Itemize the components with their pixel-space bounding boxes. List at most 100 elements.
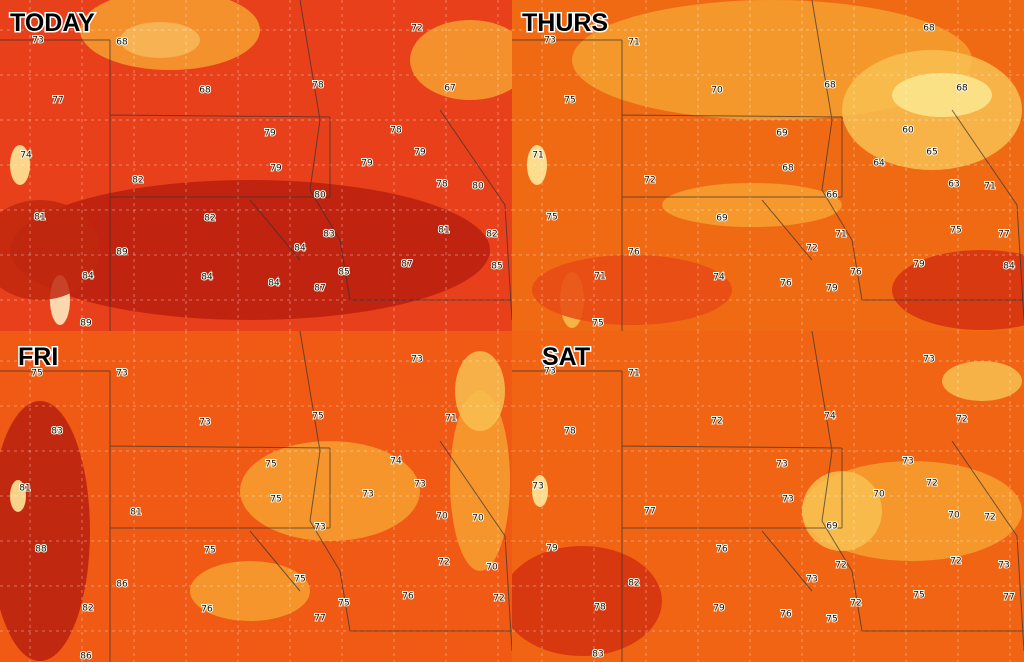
temperature-label: 83 [323,230,334,240]
temp-region [410,20,512,100]
temperature-label: 75 [546,213,557,223]
temp-region [450,391,510,571]
temperature-label: 84 [1003,262,1015,272]
temperature-label: 72 [835,561,846,571]
temperature-label: 73 [998,561,1009,571]
temperature-label: 81 [130,508,141,518]
temperature-label: 72 [438,558,449,568]
temp-region [532,255,732,325]
temperature-label: 79 [913,260,925,270]
temperature-label: 73 [362,490,373,500]
temperature-label: 83 [592,650,603,660]
temperature-label: 68 [956,84,968,94]
temperature-label: 78 [436,180,448,190]
panel-title: THURS [522,9,608,37]
temperature-label: 79 [264,129,276,139]
temperature-label: 82 [132,176,143,186]
temperature-label: 77 [52,96,63,106]
temperature-label: 70 [472,514,484,524]
temperature-label: 73 [32,36,43,46]
temperature-label: 76 [780,279,792,289]
temperature-label: 73 [544,367,555,377]
temp-region [10,145,30,185]
temp-region [455,351,505,431]
state-borders [512,331,1024,662]
state-borders [512,0,1024,331]
temperature-label: 76 [628,248,640,258]
temperature-label: 72 [950,557,961,567]
temperature-label: 76 [402,592,414,602]
temperature-label: 68 [116,38,128,48]
temperature-label: 75 [950,226,961,236]
temperature-label: 71 [532,151,543,161]
temperature-label: 84 [268,279,280,289]
temperature-label: 75 [294,575,305,585]
temperature-label: 69 [716,214,728,224]
map-panel: 75 73 73 73 75 71 83 75 74 81 75 73 73 81 70 70 73 88 75 72… [0,331,512,662]
state-borders [0,331,512,662]
map-panel: 73 71 68 70 68 68 75 69 60 71 68 64 65 72 63 71 66 75 69 71… [512,0,1024,331]
temperature-label: 75 [338,599,349,609]
temperature-label: 71 [628,369,639,379]
panel-title: FRI [18,343,58,371]
temperature-label: 72 [926,479,937,489]
temperature-label: 69 [776,129,788,139]
map-panel: 73 71 73 72 74 72 78 73 73 73 73 70 72 77 70 72 69 79 76 72… [512,331,1024,662]
temperature-label: 77 [314,614,325,624]
temperature-label: 74 [824,412,836,422]
temperature-label: 82 [486,230,497,240]
panel-body [512,331,1024,662]
temperature-label: 79 [826,284,838,294]
temperature-label: 73 [776,460,787,470]
temperature-label: 73 [414,480,425,490]
panel-body [0,0,512,331]
temperature-label: 60 [902,126,914,136]
temp-region [0,200,100,300]
temperature-label: 88 [35,545,47,555]
temperature-label: 71 [628,38,639,48]
temperature-label: 84 [294,244,306,254]
temperature-label: 87 [401,260,412,270]
temperature-label: 73 [544,36,555,46]
temperature-label: 68 [782,164,794,174]
temperature-label: 75 [312,412,323,422]
temperature-label: 87 [314,284,325,294]
temp-region [190,561,310,621]
temperature-label: 73 [782,495,793,505]
temperature-label: 78 [594,603,606,613]
panel-title: SAT [542,343,590,371]
temperature-label: 71 [445,414,456,424]
temperature-label: 79 [361,159,373,169]
temperature-label: 86 [80,652,92,662]
temperature-label: 70 [486,563,498,573]
temp-region [892,250,1024,330]
temperature-label: 75 [265,460,276,470]
temperature-label: 70 [711,86,723,96]
temperature-label: 73 [923,355,934,365]
temperature-label: 68 [199,86,211,96]
temperature-label: 77 [1003,593,1014,603]
temperature-label: 69 [826,522,838,532]
temperature-label: 84 [201,273,213,283]
temperature-label: 72 [806,244,817,254]
temperature-label: 71 [594,272,605,282]
panel-title: TODAY [10,9,95,37]
temperature-label: 73 [806,575,817,585]
temp-region [10,180,490,320]
temperature-label: 71 [984,182,995,192]
temperature-label: 66 [826,191,838,201]
temperature-label: 78 [312,81,324,91]
temperature-label: 83 [51,427,62,437]
temperature-label: 73 [532,482,543,492]
temperature-label: 79 [713,604,725,614]
temperature-label: 75 [564,96,575,106]
temperature-label: 82 [628,579,639,589]
temperature-label: 89 [116,248,128,258]
temperature-label: 73 [314,523,325,533]
temperature-label: 72 [411,24,422,34]
temperature-label: 67 [444,84,455,94]
temperature-label: 76 [201,605,213,615]
temp-region [662,183,842,227]
panel-body [512,0,1024,331]
temperature-label: 75 [592,319,603,329]
